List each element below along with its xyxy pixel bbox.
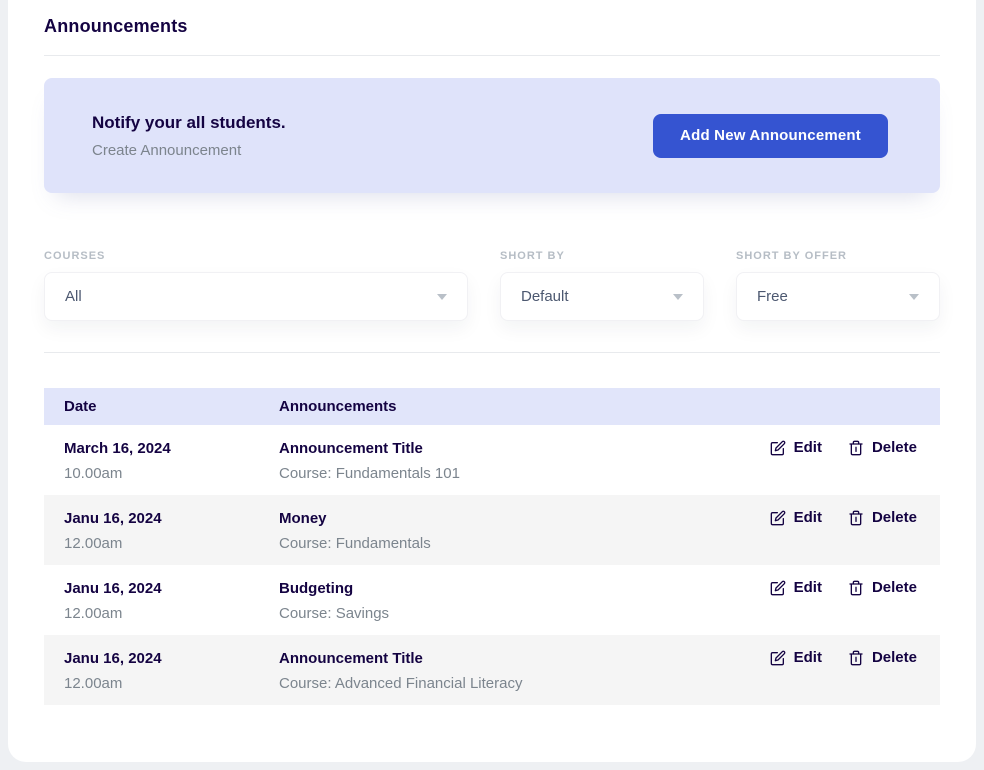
announcement-date: Janu 16, 2024 (64, 580, 162, 597)
announcement-cell: Announcement Title Course: Advanced Fina… (279, 647, 770, 705)
table-row: March 16, 2024 10.00am Announcement Titl… (44, 425, 940, 495)
announcement-time: 12.00am (64, 605, 123, 622)
edit-icon (770, 440, 786, 455)
table-body: March 16, 2024 10.00am Announcement Titl… (44, 425, 940, 705)
announcement-cell: Budgeting Course: Savings (279, 577, 770, 635)
table-row: Janu 16, 2024 12.00am Announcement Title… (44, 635, 940, 705)
filter-courses: COURSES All (44, 250, 468, 321)
announcements-column-header: Announcements (279, 398, 397, 415)
edit-icon (770, 510, 786, 525)
announcement-course: Course: Savings (279, 605, 390, 622)
edit-button[interactable]: Edit (770, 509, 822, 526)
announcements-table: Date Announcements March 16, 2024 10.00a… (44, 388, 940, 705)
banner-subheading: Create Announcement (92, 141, 242, 159)
edit-label: Edit (793, 579, 822, 596)
create-announcement-banner: Notify your all students. Create Announc… (44, 78, 940, 193)
chevron-down-icon (909, 293, 919, 300)
announcement-date: Janu 16, 2024 (64, 510, 162, 527)
announcement-title: Announcement Title (279, 650, 423, 667)
announcement-title: Budgeting (279, 580, 354, 597)
filter-short-by: SHORT BY Default (500, 250, 704, 321)
short-by-offer-select-value: Free (757, 288, 788, 305)
announcement-date: Janu 16, 2024 (64, 650, 162, 667)
delete-label: Delete (871, 579, 917, 596)
announcement-title: Announcement Title (279, 440, 423, 457)
announcement-cell: Money Course: Fundamentals (279, 507, 770, 565)
edit-label: Edit (793, 649, 822, 666)
announcement-course: Course: Fundamentals (279, 535, 431, 552)
edit-icon (770, 650, 786, 665)
announcement-time: 12.00am (64, 535, 123, 552)
delete-label: Delete (871, 439, 917, 456)
announcement-course: Course: Advanced Financial Literacy (279, 675, 523, 692)
delete-label: Delete (871, 649, 917, 666)
divider (44, 352, 940, 353)
announcement-time: 10.00am (64, 465, 123, 482)
edit-label: Edit (793, 509, 822, 526)
announcement-title: Money (279, 510, 327, 527)
table-row: Janu 16, 2024 12.00am Budgeting Course: … (44, 565, 940, 635)
row-actions: Edit Delete (770, 577, 917, 635)
courses-select[interactable]: All (44, 272, 468, 321)
short-by-offer-select[interactable]: Free (736, 272, 940, 321)
edit-label: Edit (793, 439, 822, 456)
row-actions: Edit Delete (770, 647, 917, 705)
courses-filter-label: COURSES (44, 250, 106, 262)
filters-bar: COURSES All SHORT BY Default SHORT BY OF… (44, 250, 940, 321)
trash-icon (849, 510, 863, 525)
table-row: Janu 16, 2024 12.00am Money Course: Fund… (44, 495, 940, 565)
chevron-down-icon (673, 293, 683, 300)
filter-short-by-offer: SHORT BY OFFER Free (736, 250, 940, 321)
banner-heading: Notify your all students. (92, 112, 286, 132)
short-by-select-value: Default (521, 288, 569, 305)
edit-button[interactable]: Edit (770, 439, 822, 456)
short-by-select[interactable]: Default (500, 272, 704, 321)
courses-select-value: All (65, 288, 82, 305)
delete-button[interactable]: Delete (848, 509, 917, 526)
page-title: Announcements (44, 16, 188, 36)
announcements-panel: Announcements Notify your all students. … (8, 0, 976, 762)
chevron-down-icon (437, 293, 447, 300)
date-cell: Janu 16, 2024 12.00am (64, 507, 279, 565)
add-new-announcement-button[interactable]: Add New Announcement (653, 113, 888, 158)
date-cell: March 16, 2024 10.00am (64, 437, 279, 495)
table-header-row: Date Announcements (44, 388, 940, 425)
date-column-header: Date (64, 398, 97, 415)
delete-button[interactable]: Delete (848, 579, 917, 596)
date-cell: Janu 16, 2024 12.00am (64, 577, 279, 635)
trash-icon (849, 580, 863, 595)
announcement-date: March 16, 2024 (64, 440, 171, 457)
edit-button[interactable]: Edit (770, 649, 822, 666)
trash-icon (849, 440, 863, 455)
row-actions: Edit Delete (770, 437, 917, 495)
date-cell: Janu 16, 2024 12.00am (64, 647, 279, 705)
trash-icon (849, 650, 863, 665)
edit-button[interactable]: Edit (770, 579, 822, 596)
delete-button[interactable]: Delete (848, 649, 917, 666)
delete-label: Delete (871, 509, 917, 526)
divider (44, 55, 940, 56)
short-by-filter-label: SHORT BY (500, 250, 565, 262)
announcement-time: 12.00am (64, 675, 123, 692)
banner-text: Notify your all students. Create Announc… (92, 113, 286, 159)
announcement-cell: Announcement Title Course: Fundamentals … (279, 437, 770, 495)
short-by-offer-filter-label: SHORT BY OFFER (736, 250, 847, 262)
announcement-course: Course: Fundamentals 101 (279, 465, 460, 482)
row-actions: Edit Delete (770, 507, 917, 565)
edit-icon (770, 580, 786, 595)
delete-button[interactable]: Delete (848, 439, 917, 456)
